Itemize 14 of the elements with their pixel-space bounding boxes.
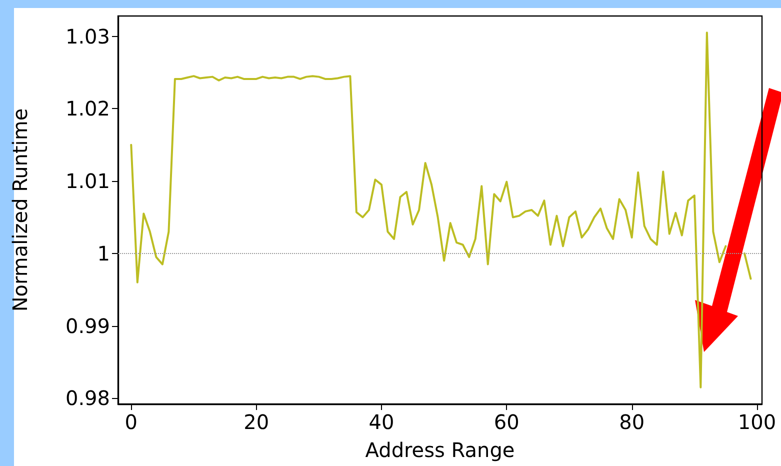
y-tick-label: 1 bbox=[97, 241, 110, 266]
y-tick-label: 1.02 bbox=[65, 96, 110, 121]
x-tick-label: 40 bbox=[368, 410, 394, 434]
y-tick-label: 0.99 bbox=[65, 314, 110, 338]
y-tick-label: 0.98 bbox=[65, 386, 110, 410]
x-tick-label: 60 bbox=[494, 410, 520, 434]
y-axis-title: Normalized Runtime bbox=[8, 108, 32, 312]
x-axis-title: Address Range bbox=[365, 438, 515, 462]
x-tick-label: 100 bbox=[738, 410, 776, 434]
y-tick-label: 1.03 bbox=[65, 24, 110, 48]
x-tick-label: 80 bbox=[619, 410, 645, 434]
y-tick-label: 1.01 bbox=[65, 169, 110, 194]
x-tick-label: 0 bbox=[124, 410, 138, 434]
x-tick-label: 20 bbox=[244, 410, 270, 434]
